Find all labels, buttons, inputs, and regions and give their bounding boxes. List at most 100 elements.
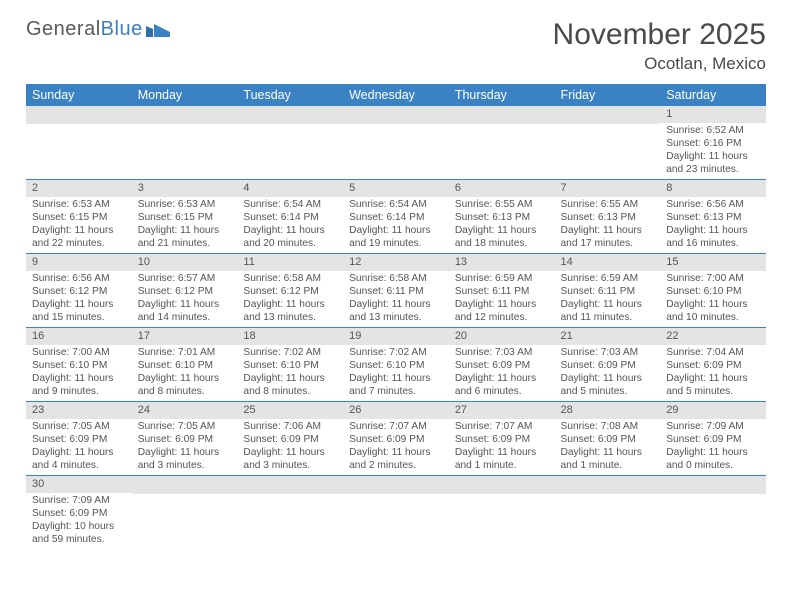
title-block: November 2025 Ocotlan, Mexico	[553, 18, 766, 74]
calendar-week-row: 23Sunrise: 7:05 AMSunset: 6:09 PMDayligh…	[26, 402, 766, 476]
day-number: 18	[237, 328, 343, 345]
calendar-day-cell: 18Sunrise: 7:02 AMSunset: 6:10 PMDayligh…	[237, 328, 343, 402]
calendar-day-cell: 11Sunrise: 6:58 AMSunset: 6:12 PMDayligh…	[237, 254, 343, 328]
day-details: Sunrise: 6:56 AMSunset: 6:12 PMDaylight:…	[26, 271, 132, 326]
calendar-empty-cell	[343, 106, 449, 180]
calendar-day-cell: 13Sunrise: 6:59 AMSunset: 6:11 PMDayligh…	[449, 254, 555, 328]
logo-text-2: Blue	[101, 18, 143, 41]
day-number-bar	[449, 476, 555, 494]
calendar-week-row: 30Sunrise: 7:09 AMSunset: 6:09 PMDayligh…	[26, 476, 766, 550]
calendar-day-cell: 22Sunrise: 7:04 AMSunset: 6:09 PMDayligh…	[660, 328, 766, 402]
day-details: Sunrise: 6:59 AMSunset: 6:11 PMDaylight:…	[449, 271, 555, 326]
day-details: Sunrise: 6:53 AMSunset: 6:15 PMDaylight:…	[132, 197, 238, 252]
weekday-header: Monday	[132, 84, 238, 106]
day-details: Sunrise: 7:05 AMSunset: 6:09 PMDaylight:…	[26, 419, 132, 474]
calendar-day-cell: 4Sunrise: 6:54 AMSunset: 6:14 PMDaylight…	[237, 180, 343, 254]
calendar-day-cell: 3Sunrise: 6:53 AMSunset: 6:15 PMDaylight…	[132, 180, 238, 254]
day-number-bar	[237, 106, 343, 124]
calendar-empty-cell	[132, 476, 238, 550]
day-number: 26	[343, 402, 449, 419]
day-details: Sunrise: 6:54 AMSunset: 6:14 PMDaylight:…	[237, 197, 343, 252]
day-number: 14	[555, 254, 661, 271]
calendar-day-cell: 26Sunrise: 7:07 AMSunset: 6:09 PMDayligh…	[343, 402, 449, 476]
calendar-empty-cell	[132, 106, 238, 180]
month-title: November 2025	[553, 18, 766, 52]
day-details: Sunrise: 7:07 AMSunset: 6:09 PMDaylight:…	[343, 419, 449, 474]
day-details: Sunrise: 6:58 AMSunset: 6:12 PMDaylight:…	[237, 271, 343, 326]
calendar-day-cell: 29Sunrise: 7:09 AMSunset: 6:09 PMDayligh…	[660, 402, 766, 476]
day-number: 7	[555, 180, 661, 197]
calendar-day-cell: 2Sunrise: 6:53 AMSunset: 6:15 PMDaylight…	[26, 180, 132, 254]
day-details: Sunrise: 7:06 AMSunset: 6:09 PMDaylight:…	[237, 419, 343, 474]
calendar-week-row: 16Sunrise: 7:00 AMSunset: 6:10 PMDayligh…	[26, 328, 766, 402]
day-number-bar	[237, 476, 343, 494]
day-number: 28	[555, 402, 661, 419]
day-number: 20	[449, 328, 555, 345]
day-details: Sunrise: 6:58 AMSunset: 6:11 PMDaylight:…	[343, 271, 449, 326]
calendar-day-cell: 28Sunrise: 7:08 AMSunset: 6:09 PMDayligh…	[555, 402, 661, 476]
calendar-week-row: 9Sunrise: 6:56 AMSunset: 6:12 PMDaylight…	[26, 254, 766, 328]
calendar-empty-cell	[555, 476, 661, 550]
calendar-empty-cell	[449, 106, 555, 180]
calendar-empty-cell	[660, 476, 766, 550]
day-number: 30	[26, 476, 132, 493]
day-details: Sunrise: 7:07 AMSunset: 6:09 PMDaylight:…	[449, 419, 555, 474]
day-details: Sunrise: 7:02 AMSunset: 6:10 PMDaylight:…	[237, 345, 343, 400]
calendar-empty-cell	[449, 476, 555, 550]
day-number: 8	[660, 180, 766, 197]
day-number: 25	[237, 402, 343, 419]
calendar-empty-cell	[237, 106, 343, 180]
calendar-day-cell: 23Sunrise: 7:05 AMSunset: 6:09 PMDayligh…	[26, 402, 132, 476]
calendar-day-cell: 1Sunrise: 6:52 AMSunset: 6:16 PMDaylight…	[660, 106, 766, 180]
day-number: 4	[237, 180, 343, 197]
day-number: 12	[343, 254, 449, 271]
calendar-day-cell: 8Sunrise: 6:56 AMSunset: 6:13 PMDaylight…	[660, 180, 766, 254]
logo-flag-icon	[146, 23, 172, 39]
logo: GeneralBlue	[26, 18, 172, 41]
day-number: 3	[132, 180, 238, 197]
day-details: Sunrise: 6:56 AMSunset: 6:13 PMDaylight:…	[660, 197, 766, 252]
calendar-day-cell: 6Sunrise: 6:55 AMSunset: 6:13 PMDaylight…	[449, 180, 555, 254]
day-details: Sunrise: 7:00 AMSunset: 6:10 PMDaylight:…	[660, 271, 766, 326]
calendar-day-cell: 25Sunrise: 7:06 AMSunset: 6:09 PMDayligh…	[237, 402, 343, 476]
calendar-table: SundayMondayTuesdayWednesdayThursdayFrid…	[26, 84, 766, 549]
day-number-bar	[132, 476, 238, 494]
day-number-bar	[555, 476, 661, 494]
calendar-day-cell: 5Sunrise: 6:54 AMSunset: 6:14 PMDaylight…	[343, 180, 449, 254]
calendar-day-cell: 27Sunrise: 7:07 AMSunset: 6:09 PMDayligh…	[449, 402, 555, 476]
day-details: Sunrise: 6:54 AMSunset: 6:14 PMDaylight:…	[343, 197, 449, 252]
weekday-header: Sunday	[26, 84, 132, 106]
day-details: Sunrise: 7:02 AMSunset: 6:10 PMDaylight:…	[343, 345, 449, 400]
calendar-day-cell: 10Sunrise: 6:57 AMSunset: 6:12 PMDayligh…	[132, 254, 238, 328]
calendar-empty-cell	[343, 476, 449, 550]
calendar-week-row: 2Sunrise: 6:53 AMSunset: 6:15 PMDaylight…	[26, 180, 766, 254]
day-number: 13	[449, 254, 555, 271]
weekday-header: Friday	[555, 84, 661, 106]
day-details: Sunrise: 6:55 AMSunset: 6:13 PMDaylight:…	[449, 197, 555, 252]
day-number-bar	[132, 106, 238, 124]
header: GeneralBlue November 2025 Ocotlan, Mexic…	[26, 18, 766, 74]
day-number-bar	[26, 106, 132, 124]
day-number-bar	[660, 476, 766, 494]
day-number: 9	[26, 254, 132, 271]
day-number: 24	[132, 402, 238, 419]
day-number: 22	[660, 328, 766, 345]
weekday-header: Thursday	[449, 84, 555, 106]
calendar-day-cell: 16Sunrise: 7:00 AMSunset: 6:10 PMDayligh…	[26, 328, 132, 402]
calendar-day-cell: 21Sunrise: 7:03 AMSunset: 6:09 PMDayligh…	[555, 328, 661, 402]
day-number: 11	[237, 254, 343, 271]
logo-text-1: General	[26, 18, 101, 41]
day-details: Sunrise: 7:05 AMSunset: 6:09 PMDaylight:…	[132, 419, 238, 474]
calendar-day-cell: 12Sunrise: 6:58 AMSunset: 6:11 PMDayligh…	[343, 254, 449, 328]
calendar-empty-cell	[555, 106, 661, 180]
calendar-day-cell: 9Sunrise: 6:56 AMSunset: 6:12 PMDaylight…	[26, 254, 132, 328]
calendar-day-cell: 7Sunrise: 6:55 AMSunset: 6:13 PMDaylight…	[555, 180, 661, 254]
day-number: 29	[660, 402, 766, 419]
calendar-day-cell: 20Sunrise: 7:03 AMSunset: 6:09 PMDayligh…	[449, 328, 555, 402]
day-details: Sunrise: 7:09 AMSunset: 6:09 PMDaylight:…	[660, 419, 766, 474]
day-number: 19	[343, 328, 449, 345]
day-number: 27	[449, 402, 555, 419]
day-details: Sunrise: 7:08 AMSunset: 6:09 PMDaylight:…	[555, 419, 661, 474]
location: Ocotlan, Mexico	[553, 54, 766, 74]
day-number: 1	[660, 106, 766, 123]
